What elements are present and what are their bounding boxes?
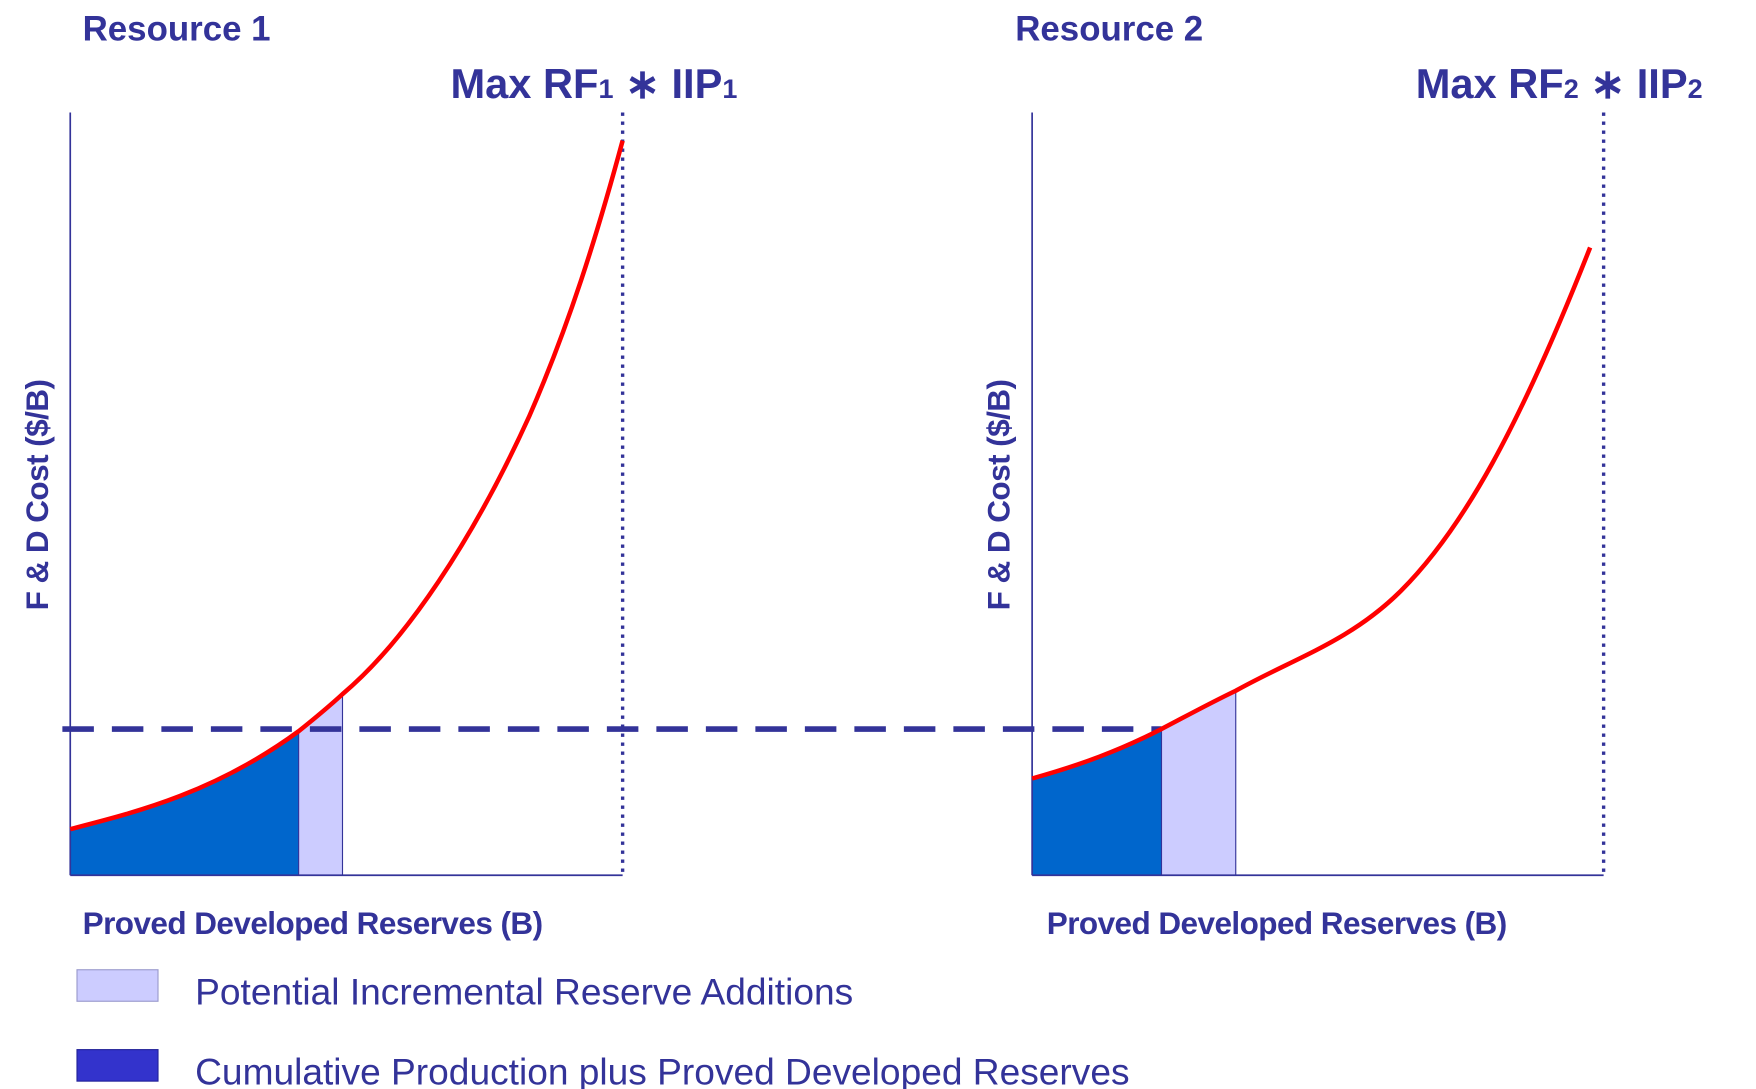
axes [69,112,1604,877]
max-lines [620,112,1606,876]
panel-title: Resource 2 [1015,10,1203,49]
cumulative-area [1032,729,1162,876]
legend-swatch [76,1049,159,1082]
max-label: Max RF2 ∗ IIP2 [1416,60,1703,107]
legend-swatch [76,969,159,1002]
legend-label: Cumulative Production plus Proved Develo… [195,1051,1129,1089]
y-axis-label: F & D Cost ($/B) [19,380,55,611]
max-label: Max RF1 ∗ IIP1 [451,60,738,107]
panel-title: Resource 1 [83,10,271,49]
incremental-area [298,692,344,876]
legend-label: Potential Incremental Reserve Additions [195,971,853,1013]
y-axis-label: F & D Cost ($/B) [981,380,1017,611]
incremental-area [1160,689,1237,876]
cumulative-area [70,731,299,876]
x-axis-label: Proved Developed Reserves (B) [1047,905,1507,941]
x-axis-label: Proved Developed Reserves (B) [83,905,543,941]
cost-curve [1031,246,1593,781]
cost-curve [69,140,625,832]
